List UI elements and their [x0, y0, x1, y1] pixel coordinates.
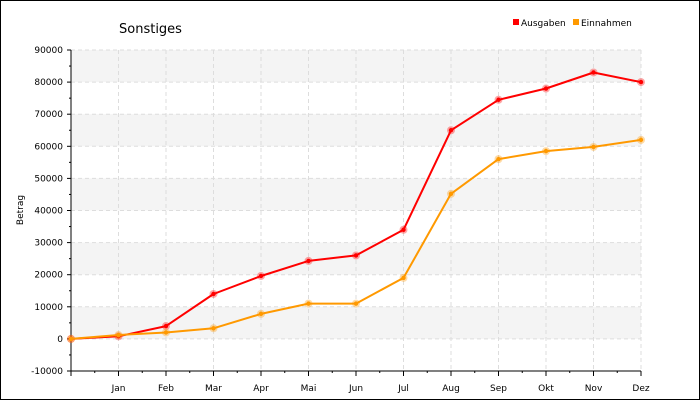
x-tick-label: Dez: [632, 384, 649, 394]
data-point: [306, 301, 311, 306]
y-tick-label: 10000: [34, 303, 63, 313]
y-axis-label: Betrag: [16, 195, 26, 225]
y-tick-label: -10000: [31, 367, 63, 377]
legend-swatch: [573, 19, 579, 25]
data-point: [543, 86, 549, 91]
data-point: [496, 97, 501, 102]
data-point: [591, 144, 596, 150]
x-tick-label: Mar: [205, 384, 222, 394]
y-tick-label: 50000: [34, 174, 63, 184]
y-tick-label: 60000: [34, 142, 63, 152]
series-group: [67, 68, 645, 343]
x-tick-label: Aug: [442, 384, 460, 394]
grid-lines: [71, 49, 642, 372]
data-point: [163, 330, 169, 335]
data-point: [258, 311, 264, 317]
data-point: [401, 275, 406, 281]
y-tick-label: 80000: [34, 78, 63, 88]
y-tick-label: 0: [57, 335, 63, 345]
x-tick-label: Jun: [348, 384, 363, 394]
y-tick-label: 70000: [34, 110, 63, 120]
x-tick-label: Okt: [538, 384, 554, 394]
data-point: [496, 156, 501, 162]
y-tick-label: 30000: [34, 239, 63, 249]
data-point: [116, 332, 121, 338]
y-tick-label: 90000: [34, 46, 63, 56]
x-tick-label: Sep: [490, 384, 507, 394]
x-tick-label: Jan: [111, 384, 126, 394]
data-point: [638, 79, 644, 85]
x-tick-label: Mai: [301, 384, 317, 394]
data-point: [638, 137, 644, 143]
legend-label: Einnahmen: [581, 19, 632, 29]
data-point: [68, 336, 74, 342]
data-point: [448, 191, 454, 197]
x-tick-label: Jul: [397, 384, 409, 394]
tick-labels: -10000 0 10000 20000 30000 40000 50000 60000 700…: [31, 46, 650, 394]
data-point: [258, 273, 264, 279]
data-point: [163, 323, 169, 329]
y-tick-label: 20000: [34, 271, 63, 281]
data-point: [353, 301, 359, 306]
data-point: [401, 227, 406, 232]
legend-label: Ausgaben: [521, 19, 566, 29]
data-point: [211, 291, 216, 297]
data-point: [353, 253, 359, 258]
data-point: [448, 128, 454, 133]
y-tick-label: 40000: [34, 207, 63, 217]
data-point: [211, 326, 216, 331]
x-tick-label: Feb: [158, 384, 174, 394]
data-point: [543, 148, 549, 154]
data-point: [306, 258, 311, 264]
x-tick-label: Nov: [585, 384, 603, 394]
data-point: [591, 70, 596, 75]
legend-swatch: [513, 19, 519, 25]
x-tick-label: Apr: [253, 384, 269, 394]
legend: Ausgaben Einnahmen: [513, 19, 632, 29]
axes: [67, 49, 642, 376]
chart-title: Sonstiges: [119, 22, 182, 37]
